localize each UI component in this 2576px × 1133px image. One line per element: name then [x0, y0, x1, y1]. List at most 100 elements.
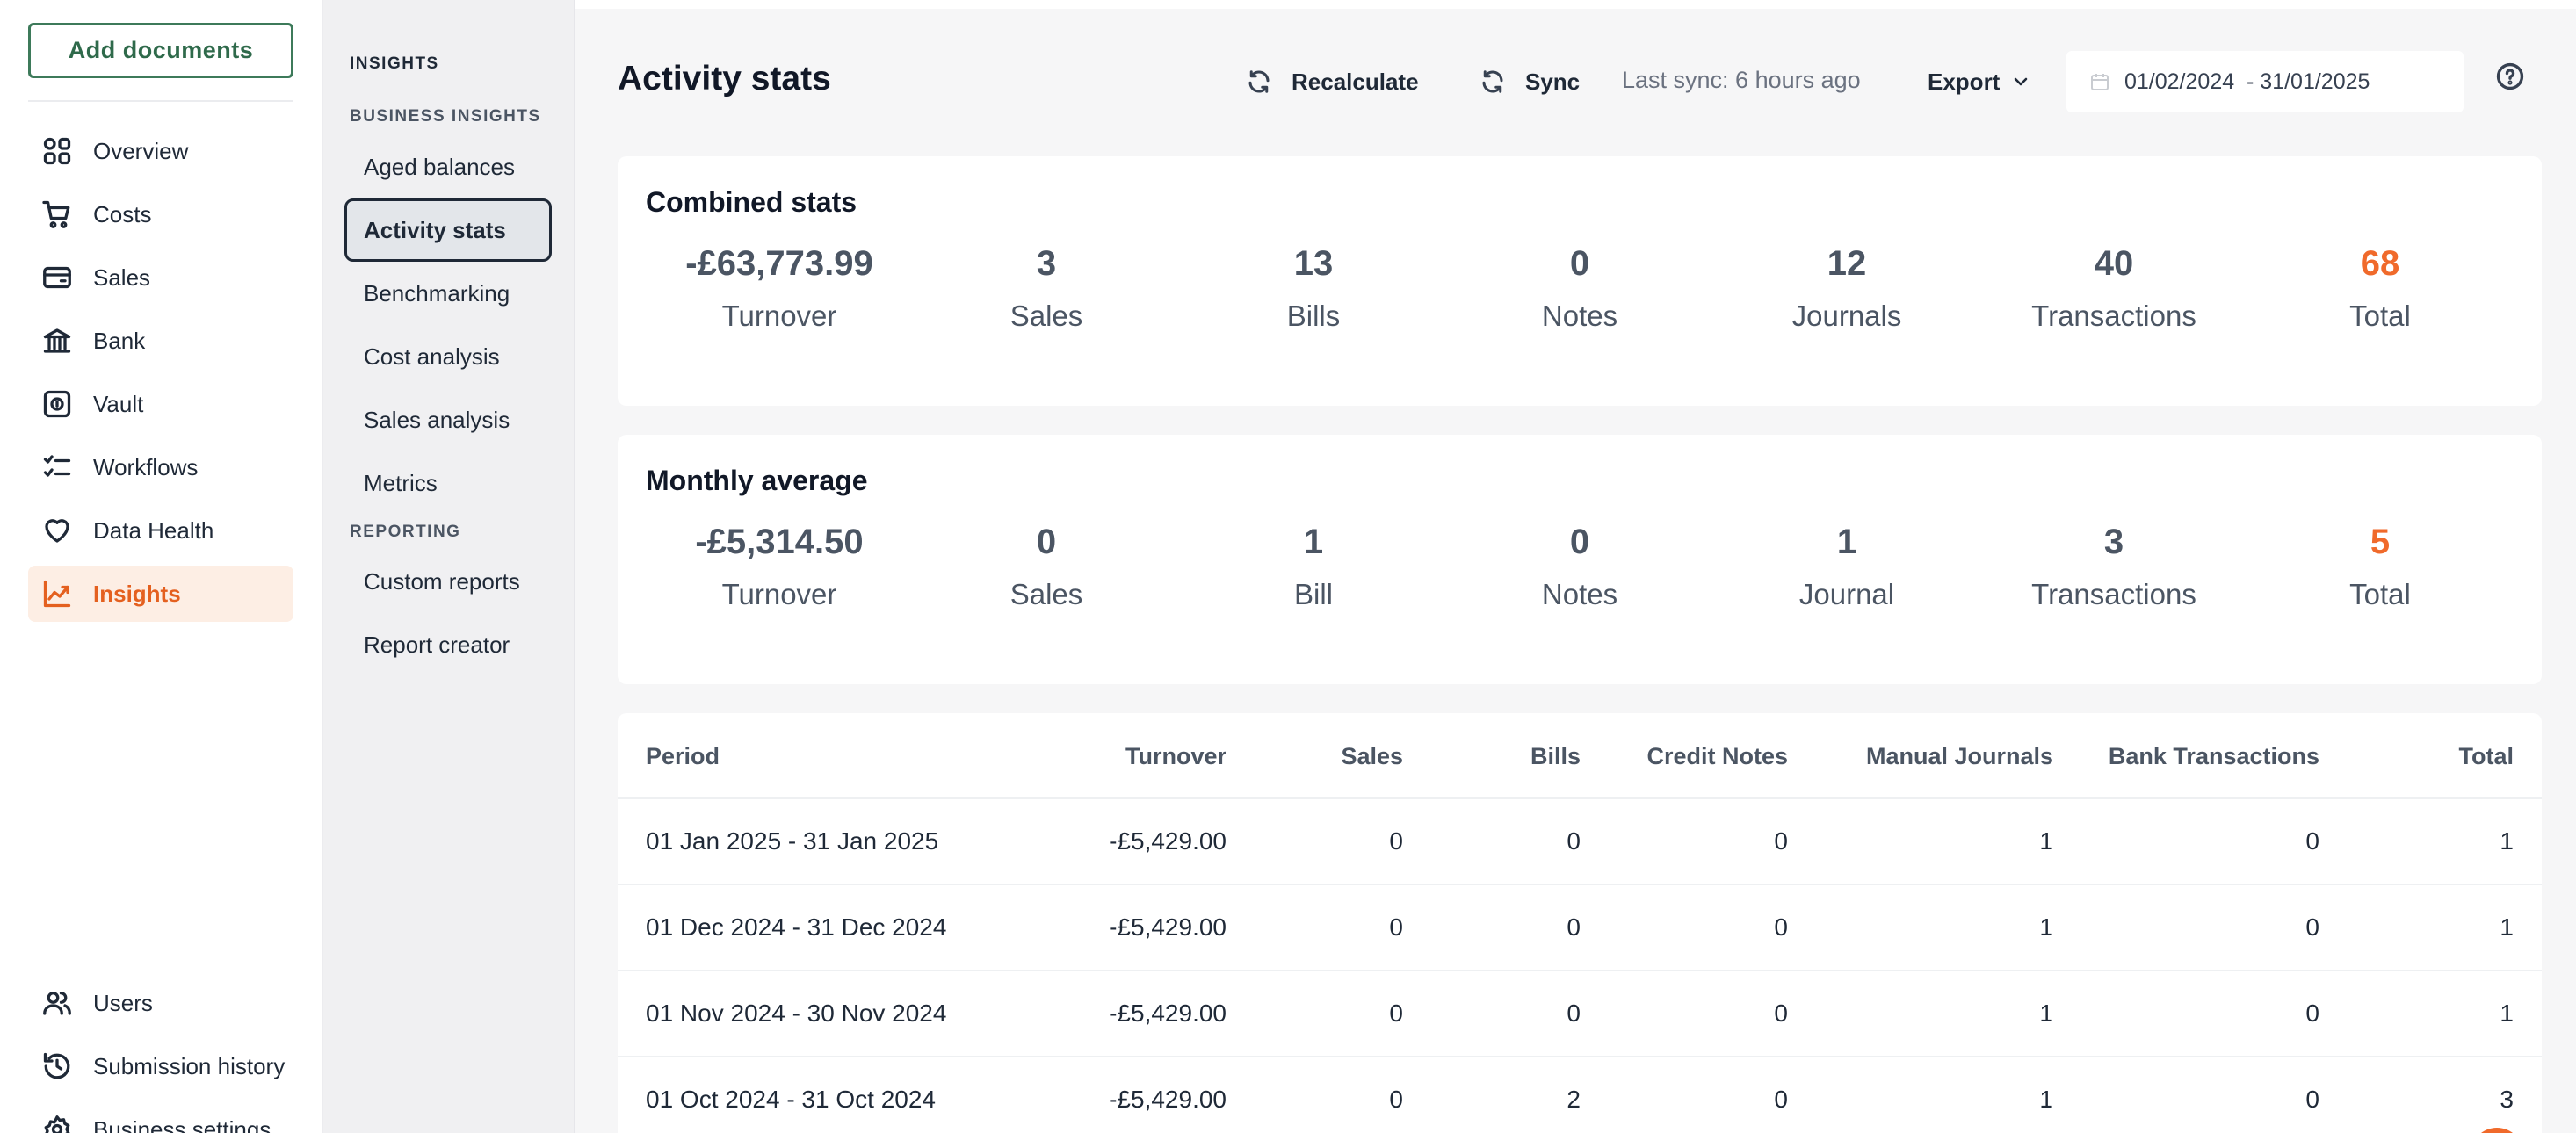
last-sync-status: Last sync: 6 hours ago [1622, 67, 1861, 93]
cell-credit-notes: 0 [1774, 913, 1788, 941]
stat-label: Sales [1009, 578, 1083, 610]
stat-sales: 3 Sales [923, 244, 1169, 333]
page-title: Activity stats [618, 60, 831, 97]
subnav-item-report-creator[interactable]: Report creator [364, 631, 510, 658]
sync-label: Sync [1525, 68, 1581, 95]
monthly-average-card: Monthly average -£5,314.50 Turnover 0 Sa… [618, 435, 2542, 684]
chat-launcher-button[interactable] [2471, 1128, 2523, 1133]
monthly-average-title: Monthly average [646, 465, 868, 496]
subnav-item-cost-analysis[interactable]: Cost analysis [364, 343, 500, 370]
sidebar-item-business-settings[interactable]: Business settings [28, 1101, 293, 1133]
stat-label: Total [2349, 299, 2411, 332]
sidebar-item-bank[interactable]: Bank [28, 313, 293, 369]
stat-value: 68 [2360, 244, 2400, 283]
sidebar-item-vault[interactable]: Vault [28, 376, 293, 432]
sidebar-item-users[interactable]: Users [28, 975, 293, 1031]
export-dropdown[interactable]: Export [1928, 63, 2031, 100]
cell-bills: 0 [1567, 913, 1581, 941]
stat-label: Turnover [721, 578, 837, 610]
sidebar-item-label: Sales [93, 263, 151, 291]
stat-label: Notes [1541, 578, 1618, 610]
stat-label: Turnover [721, 299, 837, 332]
cell-bills: 0 [1567, 827, 1581, 855]
stat-label: Bill [1293, 578, 1333, 610]
stat-transactions: 40 Transactions [1991, 244, 2237, 333]
table-row[interactable]: 01 Nov 2024 - 30 Nov 2024 -£5,429.00 0 0… [618, 971, 2542, 1057]
cell-bank-transactions: 0 [2305, 1086, 2319, 1113]
subnav-item-activity-stats[interactable]: Activity stats [344, 198, 552, 262]
stat-notes: 0 Notes [1457, 523, 1703, 611]
main-sidebar: Add documents Overview Costs Sales Bank [0, 0, 323, 1133]
refresh-icon [1248, 70, 1270, 93]
help-button[interactable] [2495, 61, 2525, 91]
cell-period: 01 Oct 2024 - 31 Oct 2024 [646, 1086, 936, 1113]
export-label: Export [1928, 68, 2001, 95]
column-header-sales[interactable]: Sales [1341, 743, 1403, 769]
activity-table: Period Turnover Sales Bills Credit Notes… [618, 713, 2542, 1133]
cell-total: 1 [2500, 913, 2514, 941]
users-icon [40, 986, 74, 1020]
sidebar-item-label: Overview [93, 137, 189, 164]
bank-icon [40, 324, 74, 357]
subnav-item-sales-analysis[interactable]: Sales analysis [364, 406, 510, 433]
sidebar-item-data-health[interactable]: Data Health [28, 502, 293, 559]
subnav-section-reporting: REPORTING [350, 523, 461, 541]
subnav-item-benchmarking[interactable]: Benchmarking [364, 279, 510, 307]
sidebar-item-label: Submission history [93, 1052, 286, 1079]
stat-value: 3 [1036, 244, 1057, 283]
cell-credit-notes: 0 [1774, 827, 1788, 855]
sync-icon [1482, 70, 1503, 93]
stat-label: Transactions [2031, 299, 2196, 332]
help-icon [2496, 62, 2524, 90]
add-documents-button[interactable]: Add documents [28, 23, 293, 78]
cell-bank-transactions: 0 [2305, 999, 2319, 1027]
cell-credit-notes: 0 [1774, 1086, 1788, 1113]
table-row[interactable]: 01 Dec 2024 - 31 Dec 2024 -£5,429.00 0 0… [618, 885, 2542, 971]
sidebar-item-label: Bank [93, 327, 146, 354]
cell-total: 1 [2500, 999, 2514, 1027]
sidebar-item-insights[interactable]: Insights [28, 566, 293, 622]
cell-sales: 0 [1389, 1086, 1403, 1113]
column-header-manual-journals[interactable]: Manual Journals [1865, 743, 2053, 769]
stat-label: Journal [1798, 578, 1895, 610]
stat-journals: 12 Journals [1724, 244, 1970, 333]
column-header-turnover[interactable]: Turnover [1125, 743, 1226, 769]
column-header-bills[interactable]: Bills [1530, 743, 1581, 769]
stat-label: Notes [1541, 299, 1618, 332]
date-range-picker[interactable]: 01/02/2024 - 31/01/2025 [2066, 51, 2464, 112]
column-header-total[interactable]: Total [2458, 743, 2514, 769]
sync-button[interactable]: Sync [1480, 63, 1580, 100]
sidebar-item-label: Business settings [93, 1115, 271, 1133]
cell-bills: 0 [1567, 999, 1581, 1027]
recalculate-label: Recalculate [1292, 68, 1419, 95]
sidebar-item-label: Vault [93, 390, 144, 417]
table-row[interactable]: 01 Jan 2025 - 31 Jan 2025 -£5,429.00 0 0… [618, 799, 2542, 885]
cell-manual-journals: 1 [2039, 1086, 2053, 1113]
sidebar-item-workflows[interactable]: Workflows [28, 439, 293, 495]
stat-turnover: -£63,773.99 Turnover [656, 244, 902, 333]
cell-period: 01 Jan 2025 - 31 Jan 2025 [646, 827, 939, 855]
stat-value: 5 [2370, 523, 2391, 561]
subnav-section-business-insights: BUSINESS INSIGHTS [350, 107, 541, 126]
table-row[interactable]: 01 Oct 2024 - 31 Oct 2024 -£5,429.00 0 2… [618, 1057, 2542, 1133]
subnav-item-aged-balances[interactable]: Aged balances [364, 153, 516, 180]
sidebar-item-submission-history[interactable]: Submission history [28, 1038, 293, 1094]
column-header-period[interactable]: Period [646, 743, 720, 769]
subnav-item-metrics[interactable]: Metrics [364, 469, 438, 496]
cell-manual-journals: 1 [2039, 913, 2053, 941]
sidebar-item-overview[interactable]: Overview [28, 123, 293, 179]
column-header-bank-transactions[interactable]: Bank Transactions [2108, 743, 2319, 769]
main-content: Activity stats Recalculate Sync Last syn… [575, 0, 2576, 1133]
subnav-item-custom-reports[interactable]: Custom reports [364, 567, 520, 595]
sidebar-item-sales[interactable]: Sales [28, 249, 293, 306]
stat-value: 1 [1836, 523, 1857, 561]
stat-total: 68 Total [2257, 244, 2503, 333]
history-icon [40, 1050, 74, 1083]
column-header-credit-notes[interactable]: Credit Notes [1646, 743, 1788, 769]
stat-bills: 1 Bill [1190, 523, 1436, 611]
sidebar-item-label: Data Health [93, 516, 214, 544]
recalculate-button[interactable]: Recalculate [1246, 63, 1419, 100]
sidebar-item-costs[interactable]: Costs [28, 186, 293, 242]
cell-manual-journals: 1 [2039, 827, 2053, 855]
gear-icon [40, 1113, 74, 1133]
